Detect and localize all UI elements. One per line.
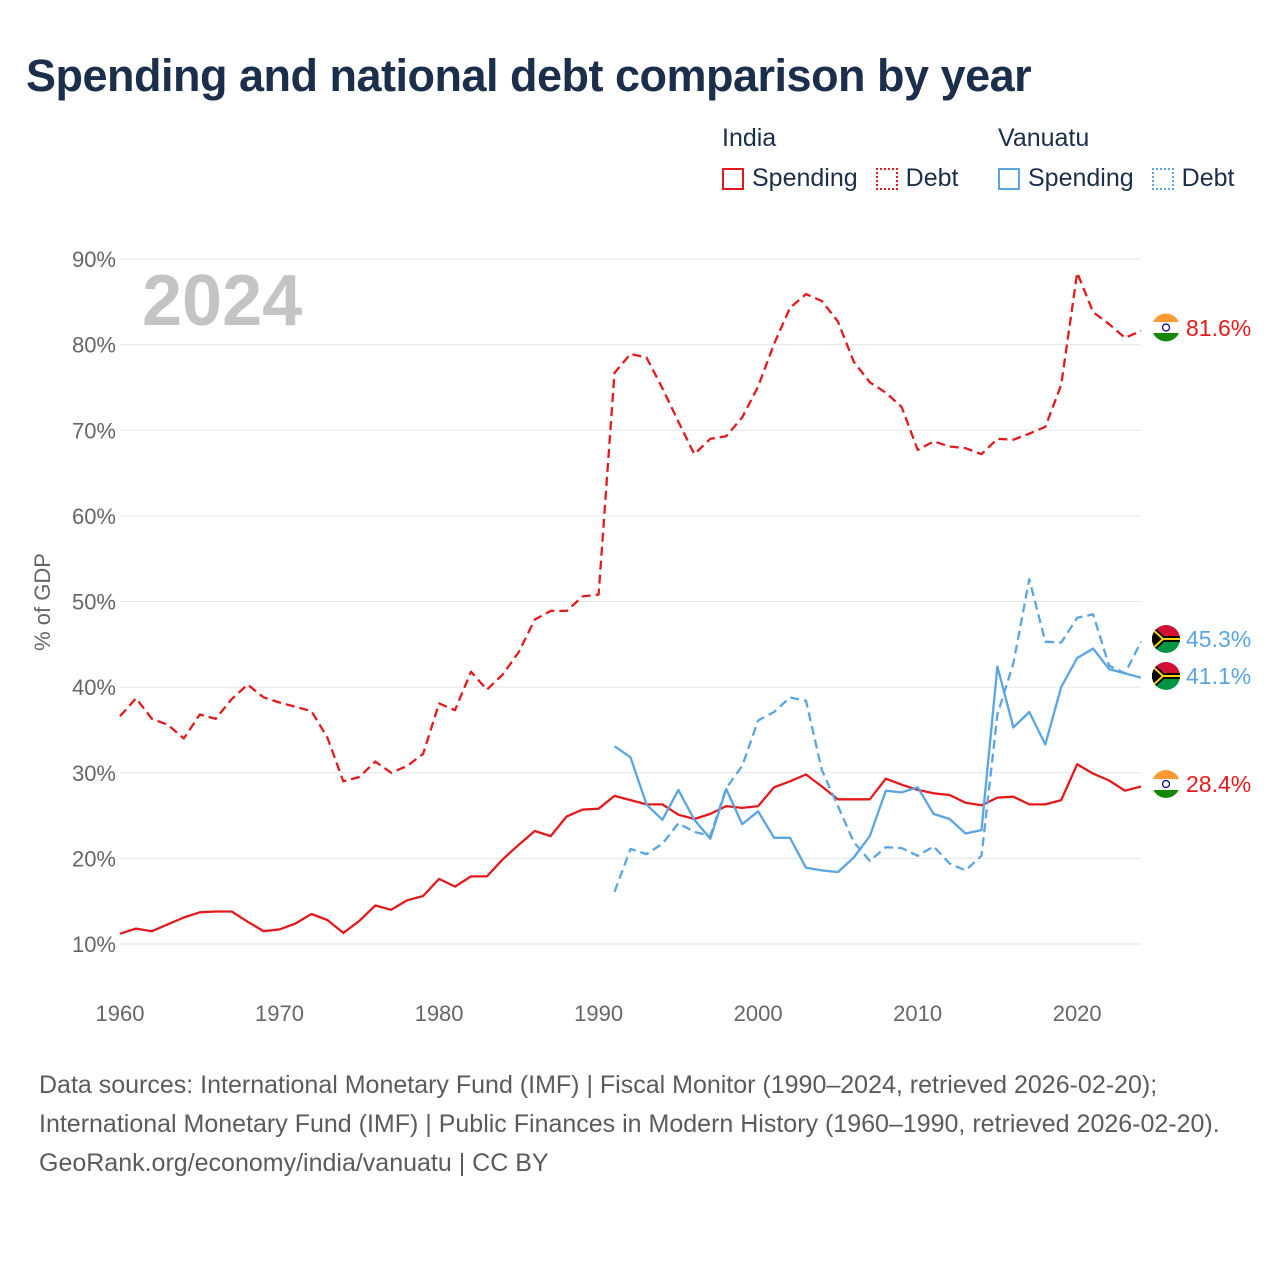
- x-tick-label: 1990: [574, 1001, 623, 1026]
- legend-label: Spending: [1028, 164, 1134, 192]
- legend-country-india: India: [722, 124, 777, 152]
- legend-vanuatu-debt[interactable]: Debt: [1151, 164, 1235, 193]
- y-tick-label: 20%: [72, 846, 116, 871]
- legend-india: India Spending Debt: [722, 124, 976, 193]
- series-line-india-spending[interactable]: [119, 763, 1142, 935]
- legend-country-vanuatu: Vanuatu: [998, 124, 1090, 152]
- footer: Data sources: International Monetary Fun…: [39, 1066, 1239, 1183]
- y-tick-label: 70%: [72, 418, 116, 443]
- dotted-line-swatch-icon: [875, 167, 898, 190]
- legend-vanuatu-spending[interactable]: Spending: [998, 164, 1134, 193]
- y-tick-label: 30%: [72, 761, 116, 786]
- x-tick-label: 1960: [96, 1001, 145, 1026]
- solid-line-swatch-icon: [722, 167, 744, 190]
- legend-label: Spending: [752, 164, 858, 192]
- x-tick-label: 2020: [1053, 1001, 1102, 1026]
- y-tick-label: 40%: [72, 675, 116, 700]
- legend-india-spending[interactable]: Spending: [722, 164, 858, 193]
- legend-india-debt[interactable]: Debt: [875, 164, 959, 193]
- series-line-india-debt[interactable]: [119, 271, 1142, 783]
- year-watermark: 2024: [142, 261, 302, 341]
- y-tick-label: 90%: [72, 247, 116, 272]
- x-tick-label: 1970: [255, 1001, 304, 1026]
- y-tick-label: 50%: [72, 590, 116, 615]
- india-flag-icon: [1152, 313, 1180, 342]
- x-tick-label: 2010: [893, 1001, 942, 1026]
- india-flag-icon: [1152, 770, 1180, 798]
- x-tick-label: 1980: [415, 1001, 464, 1026]
- line-chart: 10% 20% 30% 40% 50% 60% 70% 80% 90% 1960 1970 1980 1…: [30, 247, 1251, 1026]
- y-tick-label: 80%: [72, 333, 116, 358]
- dotted-line-swatch-icon: [1151, 167, 1174, 190]
- solid-line-swatch-icon: [998, 167, 1020, 190]
- vanuatu-flag-icon: [1152, 662, 1180, 690]
- vanuatu-flag-icon: [1152, 625, 1180, 653]
- legend-label: Debt: [905, 164, 959, 192]
- credit-link[interactable]: GeoRank.org/economy/india/vanuatu | CC B…: [39, 1149, 549, 1177]
- series-line-vanuatu-debt[interactable]: [613, 578, 1143, 893]
- chart-title: Spending and national debt comparison by…: [26, 50, 1032, 101]
- end-label-india-debt: 81.6%: [1186, 315, 1251, 341]
- y-tick-label: 60%: [72, 504, 116, 529]
- y-tick-label: 10%: [72, 932, 116, 957]
- legend-label: Debt: [1181, 164, 1235, 192]
- end-label-india-spending: 28.4%: [1186, 771, 1251, 797]
- x-tick-label: 2000: [734, 1001, 783, 1026]
- series-line-vanuatu-spending[interactable]: [613, 647, 1142, 874]
- data-sources: Data sources: International Monetary Fun…: [39, 1071, 1220, 1138]
- y-axis-label: % of GDP: [30, 553, 55, 651]
- end-label-vanuatu-debt: 45.3%: [1186, 626, 1251, 652]
- legend-vanuatu: Vanuatu Spending Debt: [998, 124, 1252, 193]
- end-label-vanuatu-spending: 41.1%: [1186, 663, 1251, 689]
